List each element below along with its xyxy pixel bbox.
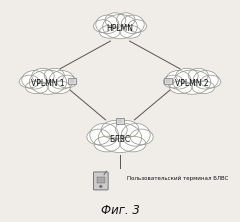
Ellipse shape (87, 129, 110, 145)
Bar (96, 177, 105, 183)
Ellipse shape (128, 20, 146, 32)
Ellipse shape (25, 81, 48, 94)
Ellipse shape (173, 70, 211, 94)
Ellipse shape (101, 121, 127, 139)
Ellipse shape (163, 75, 183, 88)
Text: VPLMN 2: VPLMN 2 (175, 79, 209, 88)
Polygon shape (68, 78, 76, 84)
Ellipse shape (94, 136, 120, 152)
Ellipse shape (22, 71, 47, 89)
Text: Фиг. 3: Фиг. 3 (101, 204, 139, 217)
Ellipse shape (176, 68, 198, 83)
Ellipse shape (121, 123, 150, 146)
Ellipse shape (116, 121, 139, 138)
Ellipse shape (120, 26, 141, 38)
Ellipse shape (48, 81, 71, 94)
Ellipse shape (121, 15, 144, 34)
Ellipse shape (130, 129, 153, 145)
Ellipse shape (19, 75, 39, 88)
Ellipse shape (188, 68, 208, 82)
Polygon shape (116, 118, 124, 124)
Text: HPLMN: HPLMN (107, 24, 133, 33)
Text: VPLMN 1: VPLMN 1 (31, 79, 65, 88)
Ellipse shape (49, 71, 74, 89)
Text: БЛВС: БЛВС (109, 135, 131, 144)
Ellipse shape (166, 71, 191, 89)
Circle shape (100, 185, 102, 188)
Ellipse shape (94, 20, 112, 32)
Ellipse shape (98, 123, 142, 153)
Ellipse shape (32, 68, 54, 83)
Ellipse shape (193, 71, 218, 89)
Text: Пользовательский терминал БЛВС: Пользовательский терминал БЛВС (127, 176, 228, 181)
Ellipse shape (103, 14, 137, 39)
Ellipse shape (192, 81, 215, 94)
Polygon shape (164, 78, 172, 84)
Ellipse shape (90, 123, 119, 146)
Ellipse shape (57, 75, 77, 88)
Ellipse shape (117, 13, 135, 27)
Ellipse shape (105, 13, 126, 28)
Ellipse shape (169, 81, 192, 94)
Ellipse shape (120, 136, 146, 152)
Ellipse shape (99, 26, 120, 38)
Ellipse shape (44, 68, 64, 82)
FancyBboxPatch shape (93, 172, 108, 190)
Ellipse shape (29, 70, 67, 94)
Ellipse shape (201, 75, 221, 88)
Ellipse shape (96, 15, 119, 34)
